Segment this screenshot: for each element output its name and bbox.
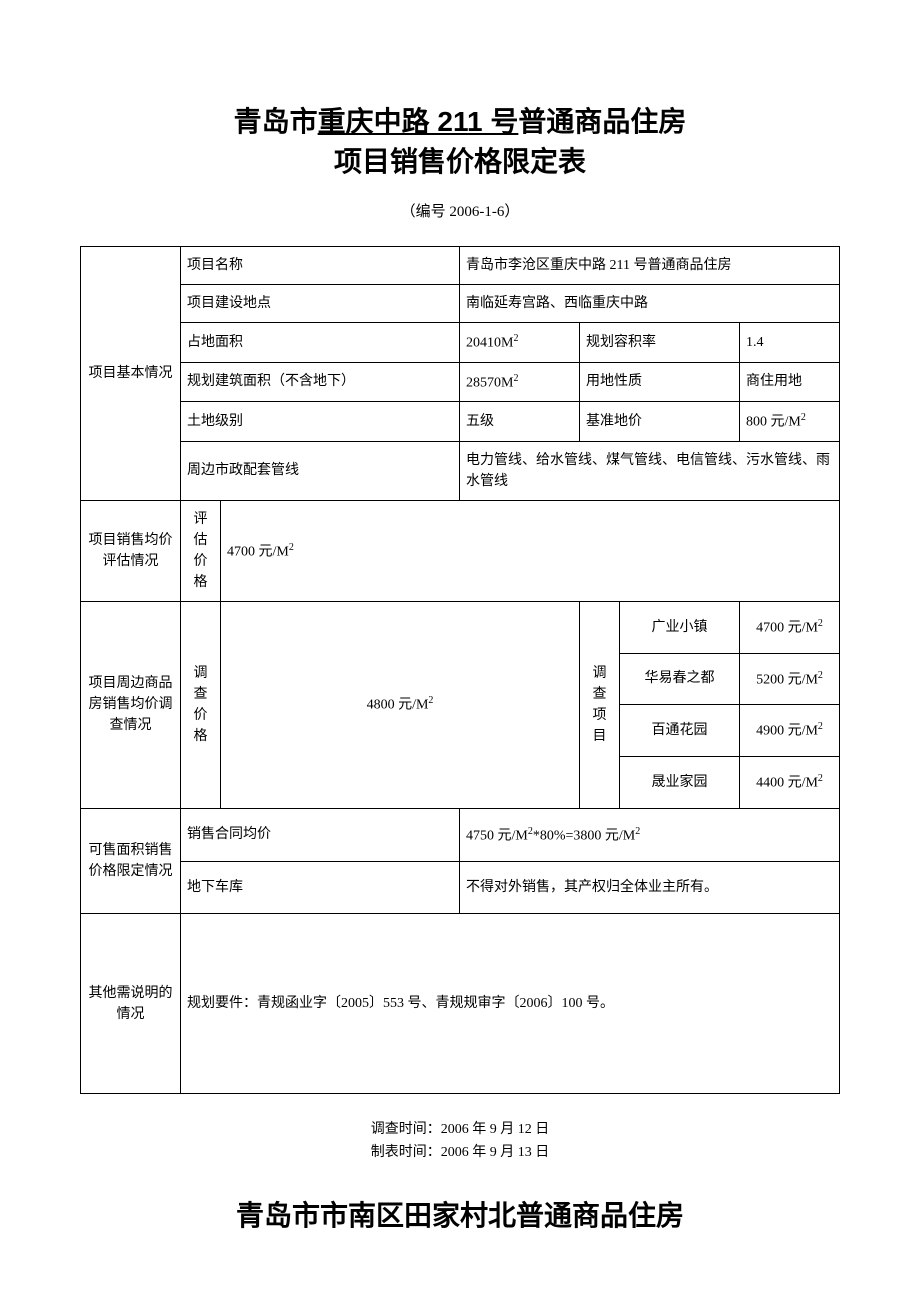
appraisal-price-unit: 2 bbox=[289, 542, 294, 553]
document-number: （编号 2006-1-6） bbox=[80, 200, 840, 221]
building-area-num: 28570M bbox=[466, 375, 513, 390]
base-price-value: 800 元/M2 bbox=[740, 402, 840, 442]
survey-project-price-2: 4900 元/M2 bbox=[740, 705, 840, 757]
table-row: 项目建设地点 南临延寿宫路、西临重庆中路 bbox=[81, 285, 840, 323]
table-row: 可售面积销售价格限定情况 销售合同均价 4750 元/M2*80%=3800 元… bbox=[81, 808, 840, 862]
title-underlined: 重庆中路 211 号 bbox=[318, 106, 519, 137]
sale-limit-section-label: 可售面积销售价格限定情况 bbox=[81, 808, 181, 914]
table-row: 其他需说明的情况 规划要件：青规函业字〔2005〕553 号、青规规审字〔200… bbox=[81, 914, 840, 1094]
building-area-unit: 2 bbox=[513, 373, 518, 384]
basic-info-section-label: 项目基本情况 bbox=[81, 247, 181, 501]
land-use-value: 商住用地 bbox=[740, 362, 840, 402]
survey-project-name-0: 广业小镇 bbox=[620, 601, 740, 653]
land-area-value: 20410M2 bbox=[460, 323, 580, 363]
pipeline-label: 周边市政配套管线 bbox=[181, 441, 460, 500]
table-row: 占地面积 20410M2 规划容积率 1.4 bbox=[81, 323, 840, 363]
plot-ratio-value: 1.4 bbox=[740, 323, 840, 363]
other-notes-section-label: 其他需说明的情况 bbox=[81, 914, 181, 1094]
building-area-label: 规划建筑面积（不含地下） bbox=[181, 362, 460, 402]
contract-middle: *80%=3800 元/M bbox=[533, 828, 635, 843]
appraisal-price-num: 4700 元/M bbox=[227, 544, 289, 559]
survey-project-name-3: 晟业家园 bbox=[620, 756, 740, 808]
garage-label: 地下车库 bbox=[181, 862, 460, 914]
survey-project-name-1: 华易春之都 bbox=[620, 653, 740, 705]
survey-project-name-2: 百通花园 bbox=[620, 705, 740, 757]
survey-p2-unit: 2 bbox=[818, 721, 823, 732]
survey-project-label: 调查项目 bbox=[580, 601, 620, 808]
footer-dates: 调查时间：2006 年 9 月 12 日 制表时间：2006 年 9 月 13 … bbox=[80, 1119, 840, 1164]
location-label: 项目建设地点 bbox=[181, 285, 460, 323]
base-price-label: 基准地价 bbox=[580, 402, 740, 442]
contract-price-label: 销售合同均价 bbox=[181, 808, 460, 862]
price-limit-table: 项目基本情况 项目名称 青岛市李沧区重庆中路 211 号普通商品住房 项目建设地… bbox=[80, 246, 840, 1094]
create-date: 制表时间：2006 年 9 月 13 日 bbox=[80, 1142, 840, 1164]
garage-value: 不得对外销售，其产权归全体业主所有。 bbox=[460, 862, 840, 914]
project-name-label: 项目名称 bbox=[181, 247, 460, 285]
contract-prefix: 4750 元/M bbox=[466, 828, 528, 843]
survey-p3-num: 4400 元/M bbox=[756, 776, 818, 791]
survey-p3-unit: 2 bbox=[818, 773, 823, 784]
base-price-unit: 2 bbox=[801, 412, 806, 423]
title-prefix: 青岛市 bbox=[234, 106, 318, 137]
survey-p1-unit: 2 bbox=[818, 670, 823, 681]
land-use-label: 用地性质 bbox=[580, 362, 740, 402]
project-name-value: 青岛市李沧区重庆中路 211 号普通商品住房 bbox=[460, 247, 840, 285]
title-line-2: 项目销售价格限定表 bbox=[80, 140, 840, 180]
survey-price-unit: 2 bbox=[428, 695, 433, 706]
survey-p0-unit: 2 bbox=[818, 618, 823, 629]
survey-price-label: 调查价格 bbox=[181, 601, 221, 808]
next-document-title: 青岛市市南区田家村北普通商品住房 bbox=[80, 1194, 840, 1234]
plot-ratio-label: 规划容积率 bbox=[580, 323, 740, 363]
survey-price-value: 4800 元/M2 bbox=[221, 601, 580, 808]
contract-price-value: 4750 元/M2*80%=3800 元/M2 bbox=[460, 808, 840, 862]
land-area-unit: 2 bbox=[513, 333, 518, 344]
survey-p0-num: 4700 元/M bbox=[756, 621, 818, 636]
base-price-num: 800 元/M bbox=[746, 415, 801, 430]
survey-date: 调查时间：2006 年 9 月 12 日 bbox=[80, 1119, 840, 1141]
title-suffix: 普通商品住房 bbox=[518, 106, 686, 137]
survey-price-num: 4800 元/M bbox=[367, 698, 429, 713]
table-row: 土地级别 五级 基准地价 800 元/M2 bbox=[81, 402, 840, 442]
table-row: 项目销售均价评估情况 评估价格 4700 元/M2 bbox=[81, 500, 840, 601]
appraisal-price-value: 4700 元/M2 bbox=[221, 500, 840, 601]
table-row: 项目周边商品房销售均价调查情况 调查价格 4800 元/M2 调查项目 广业小镇… bbox=[81, 601, 840, 653]
appraisal-section-label: 项目销售均价评估情况 bbox=[81, 500, 181, 601]
other-notes-content: 规划要件：青规函业字〔2005〕553 号、青规规审字〔2006〕100 号。 bbox=[181, 914, 840, 1094]
survey-p2-num: 4900 元/M bbox=[756, 724, 818, 739]
land-grade-label: 土地级别 bbox=[181, 402, 460, 442]
table-row: 规划建筑面积（不含地下） 28570M2 用地性质 商住用地 bbox=[81, 362, 840, 402]
survey-section-label: 项目周边商品房销售均价调查情况 bbox=[81, 601, 181, 808]
survey-p1-num: 5200 元/M bbox=[756, 672, 818, 687]
survey-project-price-3: 4400 元/M2 bbox=[740, 756, 840, 808]
location-value: 南临延寿宫路、西临重庆中路 bbox=[460, 285, 840, 323]
survey-project-price-0: 4700 元/M2 bbox=[740, 601, 840, 653]
survey-project-price-1: 5200 元/M2 bbox=[740, 653, 840, 705]
building-area-value: 28570M2 bbox=[460, 362, 580, 402]
land-area-num: 20410M bbox=[466, 336, 513, 351]
document-title: 青岛市重庆中路 211 号普通商品住房 项目销售价格限定表 bbox=[80, 100, 840, 180]
land-area-label: 占地面积 bbox=[181, 323, 460, 363]
title-line-1: 青岛市重庆中路 211 号普通商品住房 bbox=[80, 100, 840, 140]
contract-unit2: 2 bbox=[635, 826, 640, 837]
table-row: 项目基本情况 项目名称 青岛市李沧区重庆中路 211 号普通商品住房 bbox=[81, 247, 840, 285]
table-row: 地下车库 不得对外销售，其产权归全体业主所有。 bbox=[81, 862, 840, 914]
land-grade-value: 五级 bbox=[460, 402, 580, 442]
table-row: 周边市政配套管线 电力管线、给水管线、煤气管线、电信管线、污水管线、雨水管线 bbox=[81, 441, 840, 500]
pipeline-value: 电力管线、给水管线、煤气管线、电信管线、污水管线、雨水管线 bbox=[460, 441, 840, 500]
appraisal-price-label: 评估价格 bbox=[181, 500, 221, 601]
